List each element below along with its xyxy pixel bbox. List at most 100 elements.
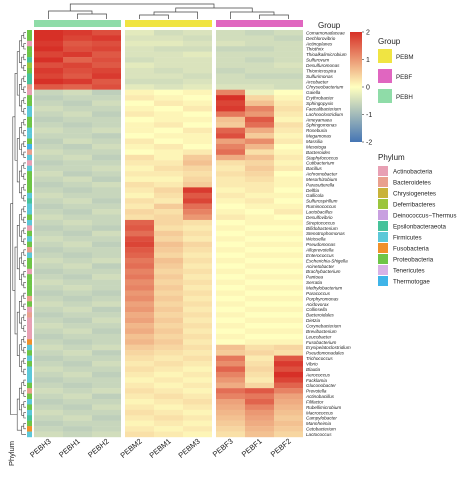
dendrogram-link — [23, 184, 26, 191]
dendrogram-link — [16, 51, 20, 96]
heatmap-cell — [92, 317, 121, 324]
heatmap-cell — [216, 181, 245, 188]
dendrogram-link — [10, 203, 18, 415]
dendrogram-link — [23, 336, 26, 343]
heatmap-cell — [274, 393, 303, 400]
heatmap-cell — [274, 377, 303, 383]
heatmap-cell — [63, 268, 92, 275]
heatmap-cell — [245, 198, 274, 204]
row-label: Parasutterella — [306, 182, 335, 187]
heatmap-cell — [92, 366, 121, 373]
color-scale-bar — [350, 32, 362, 142]
row-label: Bacteroidales — [306, 313, 335, 318]
heatmap-cell — [216, 57, 245, 63]
heatmap-cell — [245, 426, 274, 432]
heatmap-cell — [154, 160, 183, 166]
heatmap-cell — [63, 350, 92, 356]
dendrogram-link — [19, 214, 22, 237]
heatmap-cell — [34, 431, 63, 438]
heatmap-cell — [34, 111, 63, 118]
heatmap-cell — [274, 404, 303, 411]
phylum-annotation-cell — [27, 263, 32, 269]
phylum-annotation-cell — [27, 371, 32, 378]
heatmap-cell — [274, 143, 303, 150]
heatmap-cell — [125, 382, 154, 389]
heatmap-cell — [92, 382, 121, 389]
dendrogram-link — [153, 11, 198, 19]
phylum-annotation-cell — [27, 257, 32, 264]
heatmap-cell — [183, 100, 212, 107]
heatmap-cell — [34, 274, 63, 280]
heatmap-cell — [34, 312, 63, 318]
dendrogram-link — [23, 206, 26, 213]
phylum-legend-swatch — [378, 166, 388, 176]
heatmap-cell — [245, 57, 274, 63]
heatmap-cell — [183, 361, 212, 367]
dendrogram-link — [23, 260, 26, 267]
heatmap-cell — [183, 46, 212, 52]
heatmap-cell — [245, 160, 274, 166]
heatmap-cell — [125, 366, 154, 373]
row-label: Megamonas — [306, 134, 332, 139]
heatmap-cell — [245, 133, 274, 139]
heatmap-cell — [154, 105, 183, 112]
heatmap-cell — [183, 138, 212, 145]
phylum-annotation-cell — [27, 236, 32, 242]
heatmap-cell — [154, 122, 183, 128]
heatmap-cell — [274, 339, 303, 345]
heatmap-cell — [125, 290, 154, 297]
heatmap-cell — [216, 399, 245, 405]
heatmap-cell — [245, 377, 274, 383]
phylum-legend-label: Actinobacteria — [393, 169, 433, 176]
phylum-annotation-cell — [27, 187, 32, 193]
group-annotation-cell — [92, 20, 121, 27]
heatmap-cell — [125, 399, 154, 405]
heatmap-cell — [63, 46, 92, 52]
heatmap-cell — [245, 361, 274, 367]
heatmap-cell — [125, 355, 154, 362]
heatmap-cell — [154, 127, 183, 134]
heatmap-cell — [245, 225, 274, 231]
heatmap-cell — [63, 415, 92, 421]
phylum-legend: Phylum Actinobacteria Bacteroidetes Chrysio… — [378, 153, 456, 286]
heatmap-cell — [34, 263, 63, 269]
heatmap-cell — [125, 30, 154, 36]
heatmap-cell — [274, 187, 303, 193]
heatmap-cell — [245, 89, 274, 96]
heatmap-cell — [245, 230, 274, 237]
heatmap-cell — [274, 89, 303, 96]
heatmap-cell — [183, 187, 212, 193]
heatmap-cell — [154, 409, 183, 416]
heatmap-cell — [92, 95, 121, 101]
row-label: Lachnoclostridium — [306, 112, 343, 117]
heatmap-cell — [245, 399, 274, 405]
phylum-legend-label: Firmicutes — [393, 235, 422, 242]
heatmap-cell — [274, 138, 303, 145]
phylum-annotation-cell — [27, 404, 32, 411]
heatmap-cell — [216, 290, 245, 297]
heatmap-cell — [34, 100, 63, 107]
heatmap-cell — [274, 268, 303, 275]
heatmap-cell — [125, 377, 154, 383]
phylum-annotation-cell — [27, 116, 32, 123]
heatmap-cell — [274, 350, 303, 356]
heatmap-cell — [92, 426, 121, 432]
heatmap-cell — [274, 241, 303, 248]
heatmap-cell — [34, 214, 63, 221]
group-annotation-cell — [154, 20, 183, 27]
heatmap-cell — [154, 95, 183, 101]
heatmap-cell — [34, 105, 63, 112]
heatmap-cell — [216, 257, 245, 264]
heatmap-cell — [216, 89, 245, 96]
row-label: Sulfurovum — [306, 58, 329, 63]
phylum-annotation-cell — [27, 67, 32, 74]
group-legend-label: PEBF — [396, 74, 412, 81]
row-label: Gaiella — [306, 90, 321, 95]
heatmap-cell — [245, 67, 274, 74]
heatmap-cell — [216, 51, 245, 58]
row-label: Mesotoga — [306, 144, 327, 149]
heatmap-cell — [216, 127, 245, 134]
heatmap-cell — [125, 133, 154, 139]
heatmap-cell — [274, 290, 303, 297]
heatmap-cell — [216, 176, 245, 183]
